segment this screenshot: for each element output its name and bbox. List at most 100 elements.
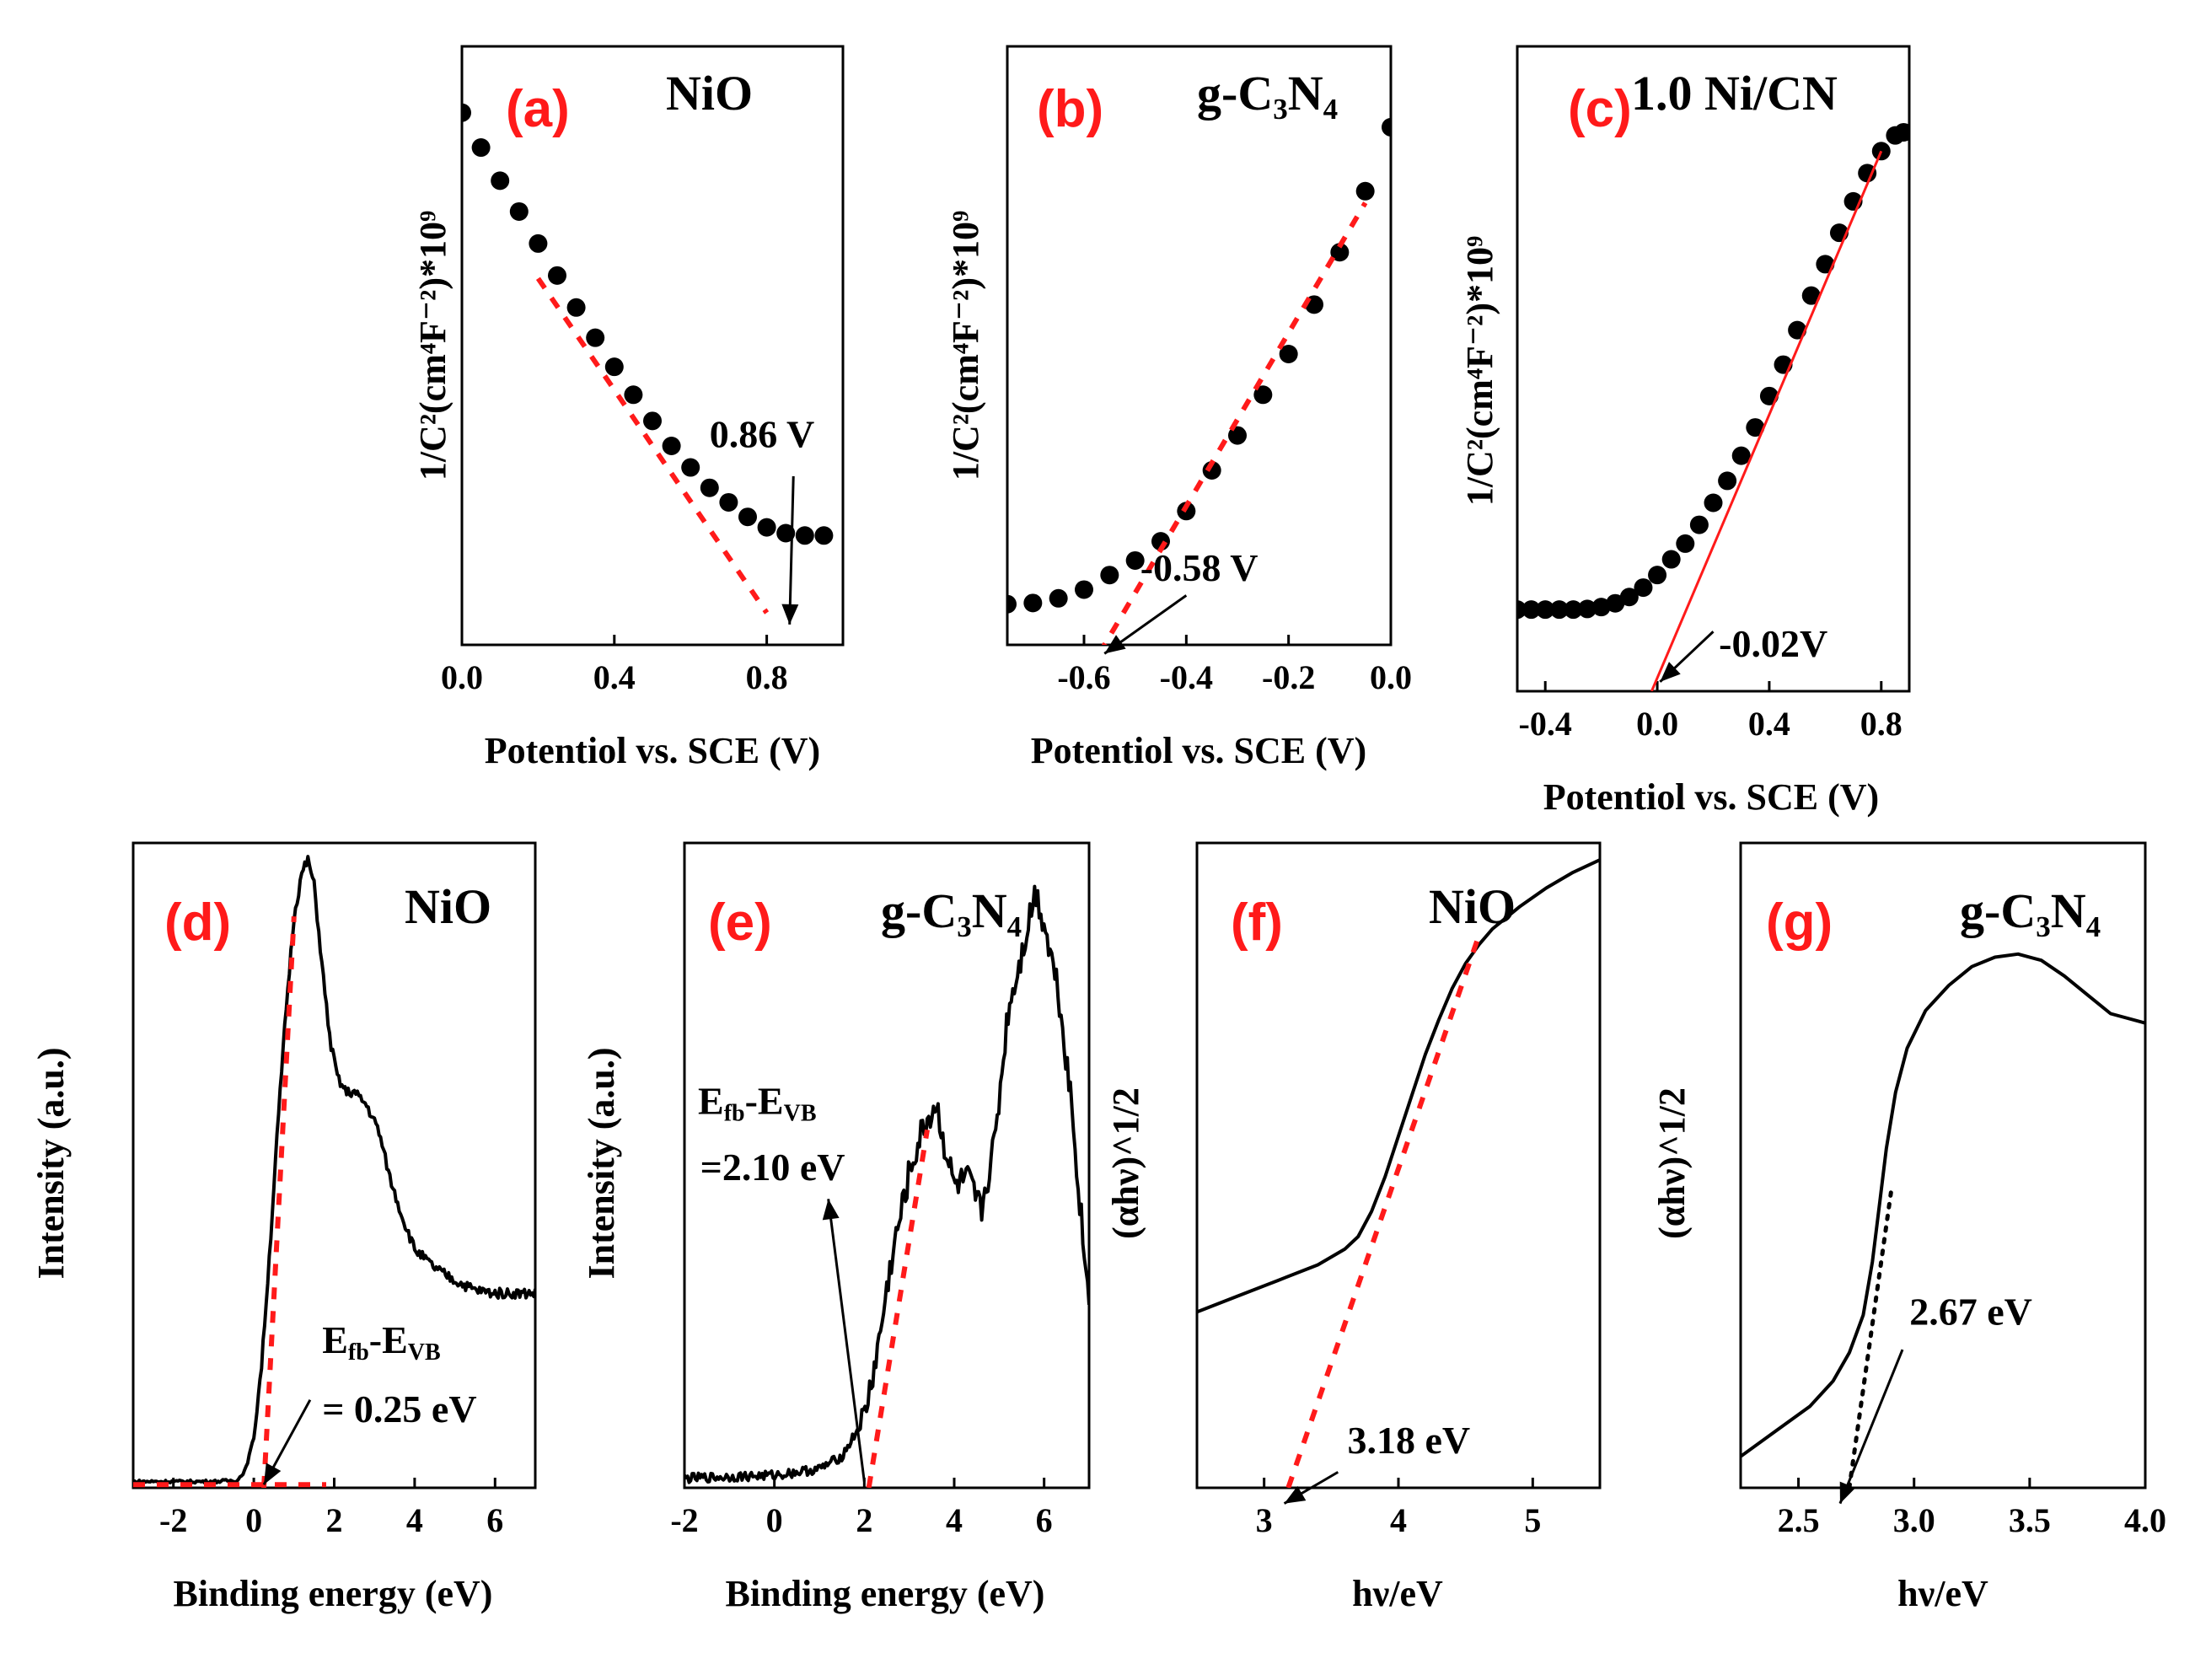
panel-title: NiO xyxy=(1429,879,1516,934)
data-point xyxy=(1253,385,1273,405)
data-point xyxy=(462,103,471,122)
annotation-label: = 0.25 eV xyxy=(322,1387,476,1430)
fit-line xyxy=(261,915,297,1488)
data-point xyxy=(1521,600,1541,620)
data-point xyxy=(1007,594,1017,614)
data-point xyxy=(1023,593,1043,613)
panel-title: g-C3N4 xyxy=(881,883,1022,943)
panel-e: -2 0 2 4 6 Binding energy (eV) Intensity (a.u.… xyxy=(581,841,1091,1614)
data-point xyxy=(1676,534,1695,553)
annotation-arrow-head xyxy=(822,1199,840,1221)
x-tick-label: 0.0 xyxy=(1370,658,1412,696)
data-point xyxy=(776,523,796,543)
x-tick-label: 3.0 xyxy=(1893,1501,1935,1539)
panel-title: NiO xyxy=(666,66,753,121)
plot-frame xyxy=(1516,45,1911,693)
x-tick-label: -0.4 xyxy=(1160,658,1213,696)
data-point xyxy=(719,492,738,512)
plot-area xyxy=(462,103,834,615)
data-point xyxy=(1731,446,1751,465)
x-tick-label: 0.0 xyxy=(441,658,483,696)
x-tick-label: 6 xyxy=(486,1501,503,1539)
y-axis-label: (αhν)^1/2 xyxy=(1651,1087,1693,1239)
panel-letter: (a) xyxy=(506,80,570,138)
x-tick-label: 2 xyxy=(326,1501,343,1539)
data-point xyxy=(1382,117,1391,137)
x-axis-label: hν/eV xyxy=(1352,1573,1443,1614)
fit-line xyxy=(535,276,770,615)
fit-line xyxy=(1650,150,1883,691)
x-tick-label: 4 xyxy=(406,1501,423,1539)
x-axis-label: hν/eV xyxy=(1897,1573,1988,1614)
annotation-arrow-head xyxy=(1284,1485,1307,1504)
x-tick-label: 2.5 xyxy=(1778,1501,1820,1539)
x-tick-label: 0 xyxy=(245,1501,262,1539)
x-tick-label: -0.4 xyxy=(1519,705,1572,743)
panel-letter: (d) xyxy=(164,894,231,952)
data-point xyxy=(1858,164,1877,183)
data-point xyxy=(1619,588,1639,607)
x-tick-label: 2 xyxy=(856,1501,872,1539)
data-point xyxy=(529,233,548,253)
x-tick-label: -0.6 xyxy=(1057,658,1110,696)
annotation-arrow-head xyxy=(264,1463,282,1485)
data-point xyxy=(795,526,814,545)
data-point xyxy=(624,385,643,405)
panel-title: NiO xyxy=(405,879,491,934)
data-point xyxy=(643,411,662,431)
data-point xyxy=(1648,566,1667,585)
plot-frame xyxy=(683,841,1091,1489)
fit-line xyxy=(1285,934,1482,1488)
y-axis-label: 1/C²(cm⁴F⁻²)*10⁹ xyxy=(945,211,986,480)
data-point xyxy=(471,138,491,158)
data-point xyxy=(1746,418,1765,437)
data-point xyxy=(1801,286,1821,305)
x-tick-label: -2 xyxy=(670,1501,698,1539)
data-point xyxy=(548,266,566,285)
panel-title: g-C3N4 xyxy=(1197,66,1338,126)
y-axis-label: Intensity (a.u.) xyxy=(581,1047,622,1279)
y-axis-label: Intensity (a.u.) xyxy=(30,1047,72,1279)
annotation-arrow-head xyxy=(1104,635,1126,654)
data-point xyxy=(1718,471,1737,491)
annotation-label: -0.58 V xyxy=(1140,546,1259,589)
annotation-label: 0.86 V xyxy=(710,412,814,455)
x-tick-label: 0.8 xyxy=(746,658,788,696)
x-axis-label: Binding energy (eV) xyxy=(174,1573,493,1614)
annotation-arrow-line xyxy=(1838,1349,1904,1505)
panel-d: -2 0 2 4 6 Binding energy (eV) Intensity (a.u.… xyxy=(30,841,537,1614)
annotation-arrow-head xyxy=(1839,1481,1856,1504)
x-tick-label: 0.4 xyxy=(1748,705,1790,743)
x-tick-label: 0.8 xyxy=(1860,705,1903,743)
data-point xyxy=(1704,493,1723,513)
data-point xyxy=(1661,550,1681,569)
plot-area xyxy=(1741,952,2145,1488)
x-tick-label: 4 xyxy=(1390,1501,1407,1539)
panel-letter: (c) xyxy=(1568,80,1632,138)
fit-line xyxy=(866,1129,930,1488)
data-point xyxy=(1355,181,1375,201)
annotation-label: Efb-EVB xyxy=(322,1318,441,1366)
y-axis-label: 1/C²(cm⁴F⁻²)*10⁹ xyxy=(1459,236,1500,506)
data-point xyxy=(1689,515,1709,534)
x-axis-label: Potentiol vs. SCE (V) xyxy=(1031,730,1366,771)
annotation-label: Efb-EVB xyxy=(698,1080,817,1127)
x-tick-label: 0.4 xyxy=(593,658,636,696)
annotation-arrow-line xyxy=(788,475,795,625)
x-axis-label: Binding energy (eV) xyxy=(726,1573,1045,1614)
data-line xyxy=(1741,952,2145,1458)
panel-letter: (e) xyxy=(708,894,772,952)
panel-g: 2.5 3.0 3.5 4.0 hν/eV (αhν)^1/2 (g) g-C3N4 2.67 … xyxy=(1651,841,2166,1614)
data-point xyxy=(1125,550,1145,570)
x-tick-label: -2 xyxy=(159,1501,187,1539)
data-line xyxy=(684,884,1089,1484)
data-line xyxy=(133,855,535,1485)
data-point xyxy=(586,328,605,347)
plot-frame xyxy=(1739,841,2147,1489)
data-point xyxy=(1894,122,1909,142)
x-axis-label: Potentiol vs. SCE (V) xyxy=(485,730,820,771)
x-tick-label: 3 xyxy=(1256,1501,1273,1539)
data-point xyxy=(814,526,834,545)
x-axis-label: Potentiol vs. SCE (V) xyxy=(1543,776,1879,818)
